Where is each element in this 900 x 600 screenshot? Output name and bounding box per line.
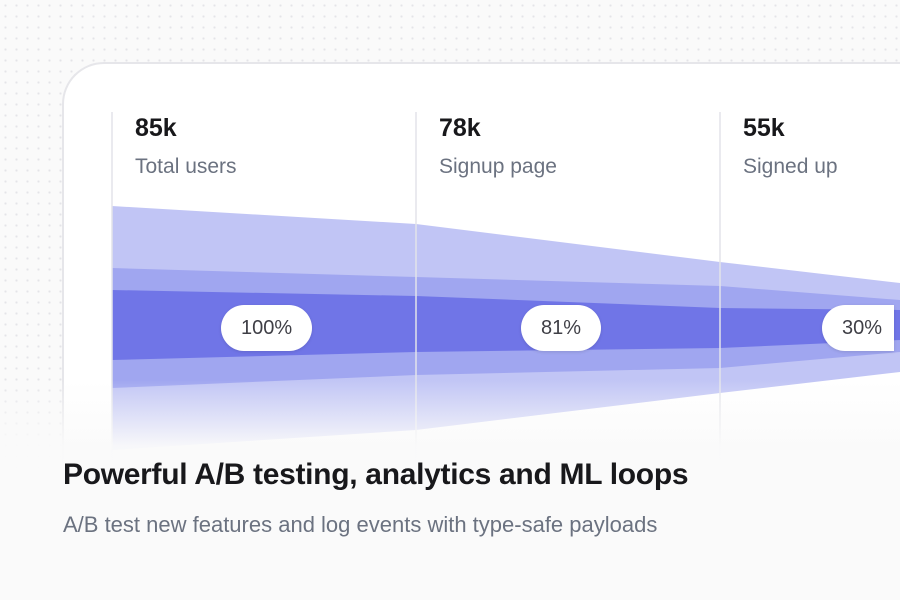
- bottom-fade: [0, 380, 900, 600]
- step-value: 85k: [135, 114, 177, 142]
- funnel-step-1: 85k Total users: [135, 114, 237, 179]
- percent-badge: 100%: [221, 305, 313, 351]
- headline: Powerful A/B testing, analytics and ML l…: [63, 458, 689, 491]
- funnel-step-3: 55k Signed up: [743, 114, 838, 179]
- percent-badge: 30%: [822, 305, 895, 351]
- percent-badge: 81%: [521, 305, 602, 351]
- funnel-band-inner: [112, 290, 900, 360]
- step-label: Signed up: [743, 155, 838, 178]
- step-value: 55k: [743, 114, 785, 142]
- step-label: Total users: [135, 155, 237, 178]
- subheadline: A/B test new features and log events wit…: [63, 512, 658, 537]
- step-value: 78k: [439, 114, 481, 142]
- funnel-step-2: 78k Signup page: [439, 114, 557, 179]
- step-label: Signup page: [439, 155, 557, 178]
